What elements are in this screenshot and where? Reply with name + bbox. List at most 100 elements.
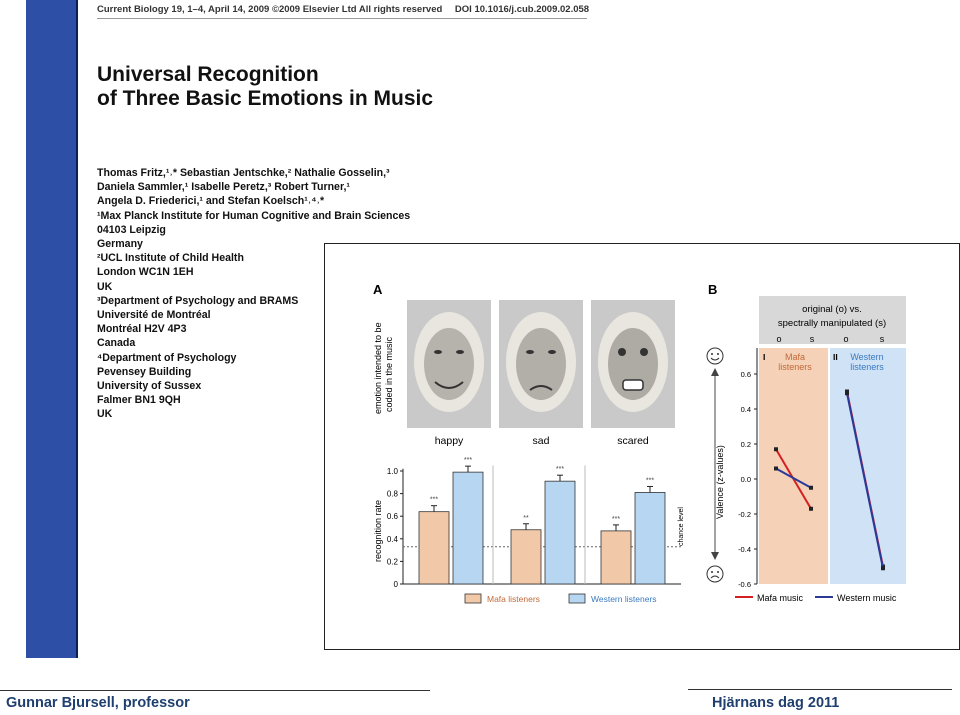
doi: DOI 10.1016/j.cub.2009.02.058 [454, 4, 590, 15]
b-y-tick-label: -0.6 [738, 580, 751, 589]
author-line: Université de Montréal [97, 309, 211, 322]
author-line: 04103 Leipzig [97, 223, 166, 236]
chance-level-label: chance level [678, 507, 685, 546]
author-line: ¹Max Planck Institute for Human Cognitiv… [97, 209, 411, 222]
bar-y-tick-label: 0 [394, 580, 399, 589]
face-axis-label-1: emotion intended to be [373, 322, 383, 414]
significance-marker: *** [464, 457, 472, 464]
author-line: Daniela Sammler,¹ Isabelle Peretz,³ Robe… [97, 181, 350, 194]
section-mafa-bg [759, 348, 829, 584]
valence-arrow-up [711, 368, 719, 376]
valence-point [774, 447, 778, 452]
b-header-line-1: original (o) vs. [802, 304, 862, 315]
title-line-2: of Three Basic Emotions in Music [97, 87, 434, 110]
valence-point [845, 391, 849, 396]
condition-label: s [810, 334, 815, 344]
author-line: ³Department of Psychology and BRAMS [97, 294, 299, 307]
journal-citation: Current Biology 19, 1–4, April 14, 2009 … [97, 4, 443, 15]
significance-marker: *** [612, 516, 620, 523]
b-y-tick-label: -0.4 [738, 545, 751, 554]
condition-label: o [776, 334, 781, 344]
valence-point [881, 566, 885, 571]
bar [544, 480, 576, 585]
b-y-tick-label: 0.2 [741, 440, 751, 449]
figure-panel: A B emotion intended to be coded in the … [324, 243, 960, 650]
legend-label-mafa-music: Mafa music [757, 593, 804, 603]
b-y-tick-label: -0.2 [738, 510, 751, 519]
author-line: Thomas Fritz,¹˒* Sebastian Jentschke,² N… [97, 167, 390, 179]
footer-rule-left [0, 690, 430, 691]
title-line-1: Universal Recognition [97, 63, 319, 86]
mafa-group-label-2: listeners [778, 362, 812, 372]
author-line: Canada [97, 337, 136, 350]
valence-series-line [775, 467, 812, 489]
bar-y-tick-label: 1.0 [387, 467, 399, 476]
section-western-bg [829, 348, 906, 584]
western-group-label-1: Western [850, 352, 883, 362]
section-ii-label: II [833, 352, 838, 362]
legend-swatch-mafa [464, 593, 482, 604]
author-line: UK [97, 408, 113, 421]
bar [452, 471, 484, 585]
footer-presenter: Gunnar Bjursell, professor [6, 695, 190, 711]
valence-point [774, 466, 778, 471]
significance-marker: *** [556, 466, 564, 473]
bar-y-label: recognition rate [373, 500, 383, 562]
author-line: Falmer BN1 9QH [97, 394, 181, 407]
author-line: ⁴Department of Psychology [97, 351, 237, 364]
author-line: ²UCL Institute of Child Health [97, 252, 244, 265]
section-i-label: I [763, 352, 765, 362]
smiley-icon [706, 347, 724, 365]
b-y-tick-label: 0.4 [741, 405, 751, 414]
side-bar [26, 0, 78, 658]
bar [634, 492, 666, 585]
bar [418, 511, 450, 585]
footer-event: Hjärnans dag 2011 [712, 695, 840, 711]
face-photo-scared [591, 300, 675, 428]
journal-header: Current Biology 19, 1–4, April 14, 2009 … [97, 4, 599, 19]
face-label-scared: scared [617, 435, 649, 447]
condition-label: s [880, 334, 885, 344]
face-axis-label-2: coded in the music [384, 336, 394, 412]
author-line: UK [97, 280, 113, 293]
condition-label: o [843, 334, 848, 344]
paper-title: Universal Recognition of Three Basic Emo… [97, 63, 433, 111]
panel-b-label: B [708, 282, 717, 297]
significance-marker: *** [430, 497, 438, 504]
face-photo-sad [499, 300, 583, 428]
legend-label-western-music: Western music [837, 593, 897, 603]
face-photo-happy [407, 300, 491, 428]
author-affiliations: Thomas Fritz,¹˒* Sebastian Jentschke,² N… [97, 166, 410, 422]
author-line: Pevensey Building [97, 365, 192, 378]
b-header-box [759, 296, 906, 344]
face-labels: happy sad scared [435, 435, 649, 447]
mafa-group-label-1: Mafa [785, 352, 805, 362]
bar [510, 529, 542, 585]
valence-point [809, 506, 813, 511]
bar-y-tick-label: 0.8 [387, 490, 399, 499]
author-line: Montréal H2V 4P3 [97, 323, 187, 336]
panel-a-label: A [373, 282, 383, 297]
b-y-tick-label: 0.0 [741, 475, 751, 484]
header-rule [97, 18, 587, 19]
b-y-label: Valence (z-values) [715, 445, 725, 519]
author-line: Angela D. Friederici,¹ and Stefan Koelsc… [97, 195, 325, 208]
western-group-label-2: listeners [850, 362, 884, 372]
figure-svg: A B emotion intended to be coded in the … [373, 282, 906, 604]
legend-swatch-western [568, 593, 586, 604]
valence-arrow-down [711, 552, 719, 560]
author-line: Germany [97, 238, 143, 251]
b-header-line-2: spectrally manipulated (s) [778, 318, 886, 329]
author-line: University of Sussex [97, 380, 202, 393]
b-y-tick-label: 0.6 [741, 370, 751, 379]
face-label-sad: sad [533, 435, 550, 447]
significance-marker: ** [523, 515, 529, 522]
valence-series-line [846, 393, 884, 569]
bar-y-tick-label: 0.4 [387, 535, 399, 544]
bar-y-tick-label: 0.6 [387, 512, 399, 521]
legend-label-mafa: Mafa listeners [487, 594, 540, 604]
legend-label-western: Western listeners [591, 594, 657, 604]
valence-point [809, 485, 813, 490]
bar-y-tick-label: 0.2 [387, 557, 399, 566]
author-line: London WC1N 1EH [97, 266, 194, 279]
